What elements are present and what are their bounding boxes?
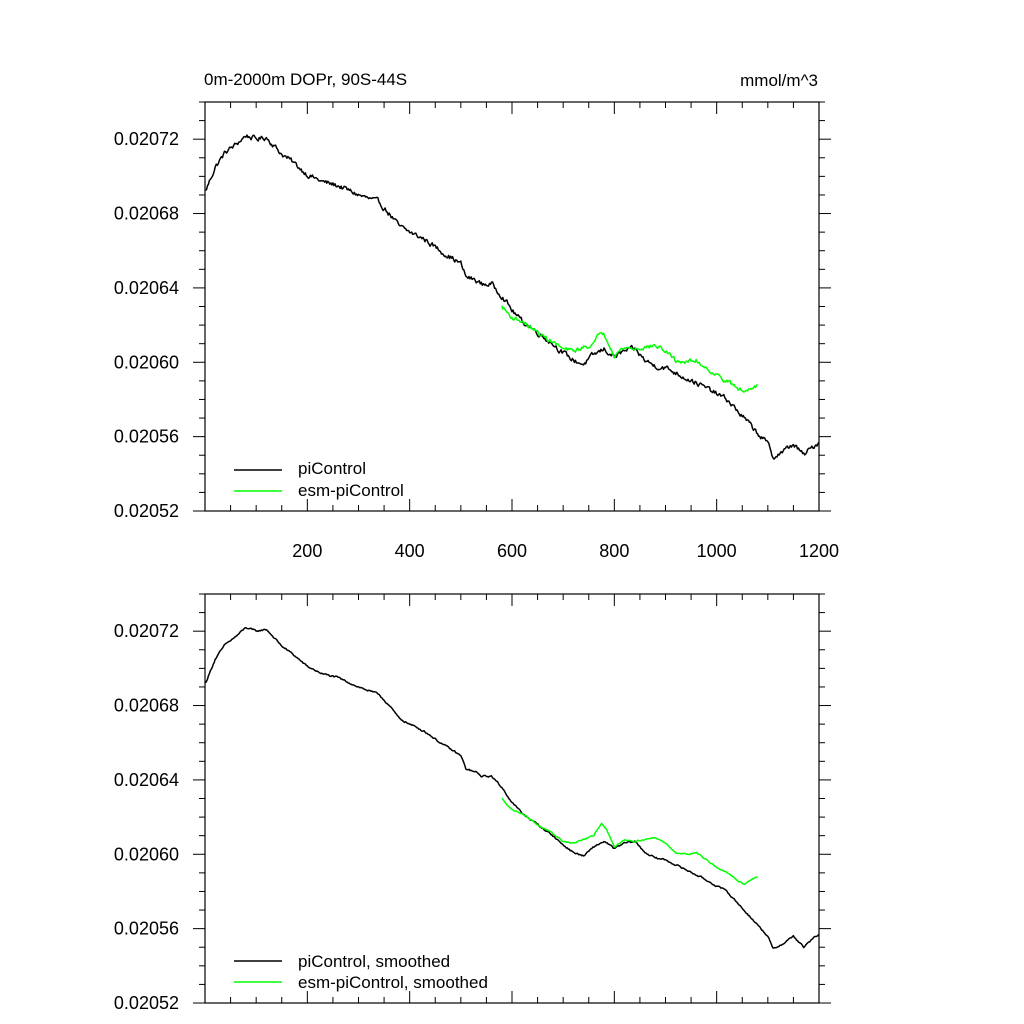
- top-series-lines: [205, 134, 820, 460]
- series-line-picontrol-smoothed: [204, 626, 820, 949]
- y-tick-label: 0.02060: [114, 352, 179, 372]
- y-tick-label: 0.02068: [114, 696, 179, 716]
- bottom-y-tick-labels: 0.02052 0.02056 0.02060 0.02064 0.02068 0.020…: [114, 621, 179, 1013]
- x-tick-label: 200: [292, 541, 322, 561]
- y-tick-label: 0.02060: [114, 844, 179, 864]
- y-tick-label: 0.02072: [114, 129, 179, 149]
- top-plot-frame: [204, 101, 820, 512]
- x-tick-label: 600: [497, 541, 527, 561]
- top-legend: piControl esm-piControl: [234, 459, 404, 500]
- top-panel-title: 0m-2000m DOPr, 90S-44S: [204, 70, 407, 89]
- top-y-tick-labels: 0.02052 0.02056 0.02060 0.02064 0.02068 0.020…: [114, 129, 179, 521]
- top-panel: 0m-2000m DOPr, 90S-44S mmol/m^3 0.020520…: [114, 70, 839, 561]
- bottom-series-lines: [204, 626, 820, 949]
- x-tick-label: 1200: [799, 541, 839, 561]
- y-tick-label: 0.02064: [114, 770, 179, 790]
- y-tick-label: 0.02056: [114, 427, 179, 447]
- bottom-panel: 0.02052 0.02056 0.02060 0.02064 0.02068 0.020…: [114, 593, 831, 1013]
- x-tick-label: 800: [599, 541, 629, 561]
- x-tick-label: 1000: [697, 541, 737, 561]
- y-tick-label: 0.02068: [114, 204, 179, 224]
- top-panel-units: mmol/m^3: [740, 71, 818, 90]
- series-line-esm-picontrol-smoothed: [501, 797, 758, 886]
- legend-label-picontrol: piControl: [298, 459, 366, 478]
- series-line-esm-picontrol: [501, 305, 758, 393]
- top-x-tick-labels: 200 400 600 800 1000 1200: [292, 541, 839, 561]
- y-tick-label: 0.02072: [114, 621, 179, 641]
- bottom-legend: piControl, smoothed esm-piControl, smoot…: [234, 952, 488, 992]
- legend-label-esm-picontrol: esm-piControl: [298, 481, 404, 500]
- bottom-plot-frame: [204, 593, 820, 1004]
- y-tick-label: 0.02064: [114, 278, 179, 298]
- bottom-axis-ticks: [193, 593, 831, 1004]
- x-tick-label: 400: [395, 541, 425, 561]
- y-tick-label: 0.02052: [114, 993, 179, 1013]
- series-line-picontrol: [205, 134, 820, 460]
- y-tick-label: 0.02056: [114, 919, 179, 939]
- legend-label-esm-picontrol-smoothed: esm-piControl, smoothed: [298, 973, 488, 992]
- top-axis-ticks: [193, 101, 831, 512]
- legend-label-picontrol-smoothed: piControl, smoothed: [298, 952, 450, 971]
- y-tick-label: 0.02052: [114, 501, 179, 521]
